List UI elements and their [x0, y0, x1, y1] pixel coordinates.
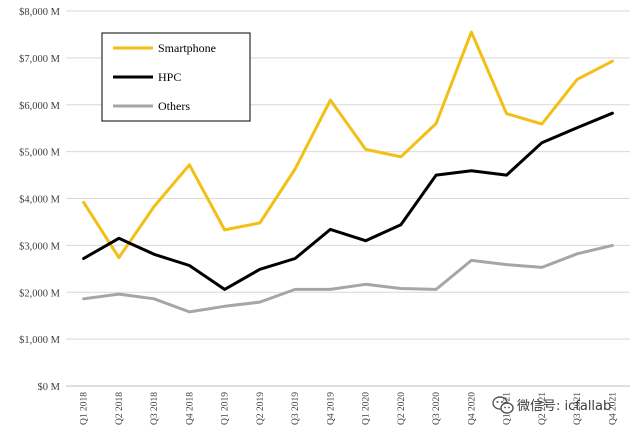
- x-tick-label: Q1 2018: [80, 392, 90, 425]
- x-tick-label: Q3 2019: [291, 392, 301, 425]
- x-tick-label: Q2 2018: [115, 392, 125, 425]
- legend-label-others: Others: [158, 99, 190, 113]
- watermark-text: 微信号: icfallab: [517, 399, 611, 414]
- legend-label-smartphone: Smartphone: [158, 41, 216, 55]
- y-tick-label: $4,000 M: [19, 195, 61, 206]
- x-tick-label: Q1 2020: [362, 392, 372, 425]
- wechat-icon: [492, 396, 514, 414]
- series-line-smartphone: [82, 30, 614, 260]
- y-tick-label: $6,000 M: [19, 101, 61, 112]
- x-tick-label: Q4 2018: [185, 392, 195, 425]
- x-tick-label: Q2 2019: [256, 392, 266, 425]
- x-tick-label: Q2 2020: [397, 392, 407, 425]
- watermark: 微信号: icfallab: [492, 396, 611, 414]
- y-tick-label: $8,000 M: [19, 7, 61, 18]
- x-tick-label: Q2 2021: [538, 392, 548, 425]
- x-tick-label: Q3 2021: [573, 392, 583, 425]
- series-lines: [82, 30, 614, 314]
- y-axis-ticks: $0 M $1,000 M $2,000 M $3,000 M $4,000 M $5,0…: [19, 7, 61, 393]
- x-tick-label: Q4 2020: [467, 392, 477, 425]
- y-tick-label: $3,000 M: [19, 241, 61, 252]
- series-line-others: [82, 243, 614, 314]
- x-tick-label: Q3 2018: [150, 392, 160, 425]
- y-tick-label: $1,000 M: [19, 335, 61, 346]
- y-tick-label: $7,000 M: [19, 54, 61, 65]
- y-tick-label: $5,000 M: [19, 148, 61, 159]
- x-tick-label: Q4 2019: [326, 392, 336, 425]
- x-tick-label: Q1 2019: [221, 392, 231, 425]
- series-line-hpc: [82, 111, 614, 291]
- legend: Smartphone HPC Others: [101, 32, 251, 122]
- x-tick-label: Q3 2020: [432, 392, 442, 425]
- y-tick-label: $0 M: [38, 382, 61, 393]
- y-tick-label: $2,000 M: [19, 288, 61, 299]
- x-tick-label: Q4 2021: [608, 392, 618, 425]
- legend-label-hpc: HPC: [158, 70, 181, 84]
